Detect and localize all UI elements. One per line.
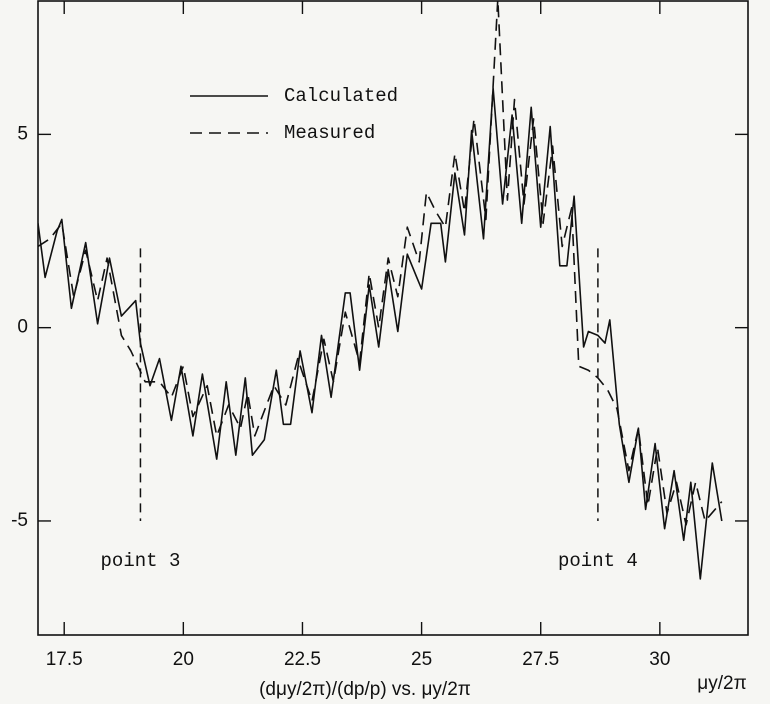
x-axis-label: (dμy/2π)/(dp/p) vs. μy/2π xyxy=(259,679,471,700)
legend-label: Measured xyxy=(284,122,375,144)
annotation-label: point 4 xyxy=(558,550,638,572)
x-tick-label: 22.5 xyxy=(284,649,321,670)
plot-frame xyxy=(37,0,749,636)
y-tick-label: 5 xyxy=(17,123,28,144)
legend-label: Calculated xyxy=(284,85,398,107)
x-corner-label: μy/2π xyxy=(697,673,746,694)
x-tick-label: 30 xyxy=(649,649,670,670)
plot-area xyxy=(38,1,723,580)
series-line xyxy=(38,1,723,526)
series-line xyxy=(38,87,723,580)
x-tick-label: 27.5 xyxy=(522,649,559,670)
x-tick-label: 20 xyxy=(173,649,194,670)
y-tick-label: 0 xyxy=(17,317,28,338)
annotation-label: point 3 xyxy=(101,550,181,572)
y-tick-label: -5 xyxy=(11,510,28,531)
x-tick-label: 25 xyxy=(411,649,432,670)
x-tick-label: 17.5 xyxy=(46,649,83,670)
